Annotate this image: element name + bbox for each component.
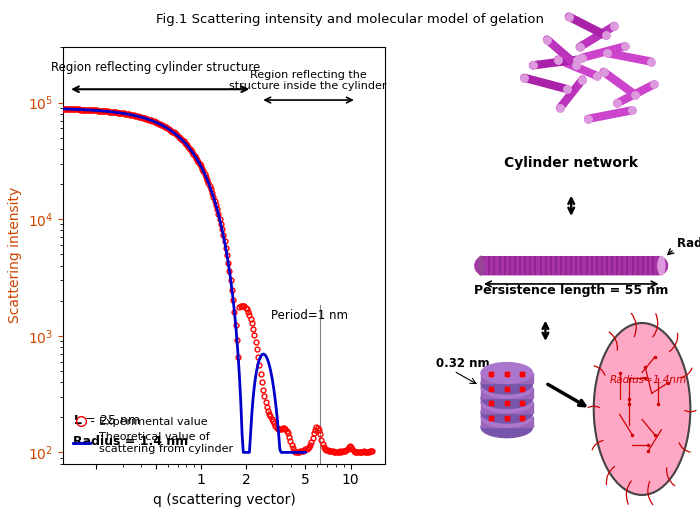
Text: $\mathbf{L}$ = 25 nm: $\mathbf{L}$ = 25 nm (73, 414, 140, 427)
FancyBboxPatch shape (481, 388, 533, 398)
Ellipse shape (481, 402, 533, 423)
Y-axis label: Scattering intensity: Scattering intensity (8, 187, 22, 324)
Ellipse shape (481, 406, 533, 427)
Text: Cylinder network: Cylinder network (504, 156, 638, 170)
FancyBboxPatch shape (481, 373, 533, 383)
Text: Radius = 1.4 nm: Radius = 1.4 nm (73, 436, 188, 448)
Text: Fig.1 Scattering intensity and molecular model of gelation: Fig.1 Scattering intensity and molecular… (156, 13, 544, 26)
Ellipse shape (481, 363, 533, 383)
Ellipse shape (658, 256, 665, 275)
Ellipse shape (594, 323, 690, 495)
Ellipse shape (481, 392, 533, 413)
Ellipse shape (481, 377, 533, 398)
X-axis label: q (scattering vector): q (scattering vector) (153, 493, 295, 507)
Text: Radius=1.4nm: Radius=1.4nm (610, 375, 687, 385)
FancyBboxPatch shape (481, 417, 533, 427)
Text: Radius = 1.4 nm: Radius = 1.4 nm (678, 238, 700, 251)
Text: Region reflecting cylinder structure: Region reflecting cylinder structure (51, 61, 260, 74)
Ellipse shape (477, 256, 484, 275)
Text: 0.32 nm: 0.32 nm (436, 357, 489, 370)
Text: Period=1 nm: Period=1 nm (271, 309, 348, 322)
Ellipse shape (481, 417, 533, 438)
Legend: Experimental value, Theoretical value of
scattering from cylinder: Experimental value, Theoretical value of… (69, 412, 237, 458)
Text: Region reflecting the
structure inside the cylinder: Region reflecting the structure inside t… (229, 70, 386, 91)
Ellipse shape (481, 373, 533, 394)
FancyBboxPatch shape (481, 402, 533, 413)
Text: Persistence length = 55 nm: Persistence length = 55 nm (474, 284, 668, 297)
Ellipse shape (481, 388, 533, 408)
